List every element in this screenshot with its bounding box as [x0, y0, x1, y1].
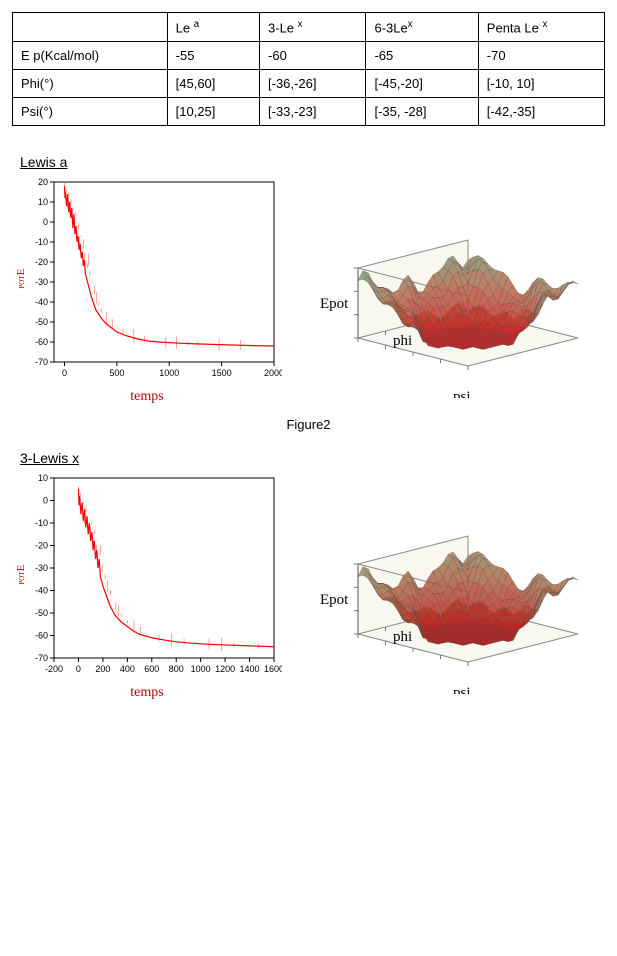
table-cell: -60 [260, 42, 366, 70]
svg-text:-60: -60 [35, 631, 48, 641]
energy-surface-chart: Epot phi psi [298, 474, 598, 694]
svg-text:psi: psi [453, 685, 471, 694]
table-cell: [10,25] [167, 98, 259, 126]
energy-surface-chart: Epot phi psi [298, 178, 598, 398]
svg-text:10: 10 [38, 473, 48, 483]
svg-text:-70: -70 [35, 653, 48, 663]
figure-row-3-lewis-x: -70 -60 -50 -40 -30 -20 -10 0 10 -200 0 200 400 600 80… [12, 470, 605, 701]
table-row: Psi(°) [10,25] [-33,-23] [-35, -28] [-42… [13, 98, 605, 126]
table-cell: -55 [167, 42, 259, 70]
svg-text:2000: 2000 [264, 368, 282, 378]
table-cell: [-35, -28] [366, 98, 478, 126]
section-title-3-lewis-x: 3-Lewis x [20, 450, 605, 466]
chart-2d-lewis-a: -70 -60 -50 -40 -30 -20 -10 0 10 20 0 500 1000 1500 20… [12, 174, 282, 405]
svg-text:-10: -10 [35, 518, 48, 528]
svg-text:E: E [15, 565, 27, 572]
svg-text:phi: phi [393, 629, 412, 645]
table-header-cell: Penta Le x [478, 13, 604, 42]
table-cell: [-45,-20] [366, 70, 478, 98]
svg-text:-200: -200 [45, 664, 63, 674]
svg-text:10: 10 [38, 197, 48, 207]
svg-text:POT: POT [18, 275, 26, 289]
svg-text:600: 600 [144, 664, 159, 674]
table-cell: [-42,-35] [478, 98, 604, 126]
table-cell: -70 [478, 42, 604, 70]
svg-text:0: 0 [43, 217, 48, 227]
svg-text:Epot: Epot [320, 592, 349, 608]
table-header-cell: 3-Le x [260, 13, 366, 42]
svg-text:-30: -30 [35, 563, 48, 573]
table-cell: [-10, 10] [478, 70, 604, 98]
results-table: Le a 3-Le x 6-3Lex Penta Le x E p(Kcal/m… [12, 12, 605, 126]
svg-text:-10: -10 [35, 237, 48, 247]
svg-text:0: 0 [43, 496, 48, 506]
svg-text:1000: 1000 [159, 368, 179, 378]
table-cell: Psi(°) [13, 98, 168, 126]
svg-text:800: 800 [169, 664, 184, 674]
svg-text:400: 400 [120, 664, 135, 674]
svg-text:-60: -60 [35, 337, 48, 347]
svg-text:psi: psi [453, 389, 471, 398]
svg-text:phi: phi [393, 333, 412, 349]
svg-text:1400: 1400 [240, 664, 260, 674]
chart-3d-3-lewis-x: Epot phi psi [298, 474, 598, 697]
svg-text:-50: -50 [35, 317, 48, 327]
svg-text:500: 500 [109, 368, 124, 378]
svg-text:E: E [15, 269, 27, 276]
table-header-cell: Le a [167, 13, 259, 42]
table-cell: [-33,-23] [260, 98, 366, 126]
table-cell: [45,60] [167, 70, 259, 98]
svg-text:20: 20 [38, 177, 48, 187]
svg-text:1600: 1600 [264, 664, 282, 674]
svg-text:0: 0 [62, 368, 67, 378]
x-axis-label: temps [12, 389, 282, 405]
table-cell: E p(Kcal/mol) [13, 42, 168, 70]
energy-vs-time-chart: -70 -60 -50 -40 -30 -20 -10 0 10 -200 0 200 400 600 80… [12, 470, 282, 680]
table-header-cell [13, 13, 168, 42]
table-row: E p(Kcal/mol) -55 -60 -65 -70 [13, 42, 605, 70]
svg-text:POT: POT [18, 571, 26, 585]
x-axis-label: temps [12, 685, 282, 701]
svg-text:-20: -20 [35, 257, 48, 267]
table-cell: -65 [366, 42, 478, 70]
svg-text:0: 0 [76, 664, 81, 674]
table-header-cell: 6-3Lex [366, 13, 478, 42]
svg-text:1200: 1200 [215, 664, 235, 674]
energy-vs-time-chart: -70 -60 -50 -40 -30 -20 -10 0 10 20 0 500 1000 1500 20… [12, 174, 282, 384]
table-cell: Phi(°) [13, 70, 168, 98]
table-header-row: Le a 3-Le x 6-3Lex Penta Le x [13, 13, 605, 42]
table-row: Phi(°) [45,60] [-36,-26] [-45,-20] [-10,… [13, 70, 605, 98]
chart-3d-lewis-a: Epot phi psi [298, 178, 598, 401]
svg-text:-70: -70 [35, 357, 48, 367]
svg-text:1500: 1500 [212, 368, 232, 378]
chart-2d-3-lewis-x: -70 -60 -50 -40 -30 -20 -10 0 10 -200 0 200 400 600 80… [12, 470, 282, 701]
svg-text:-20: -20 [35, 541, 48, 551]
table-cell: [-36,-26] [260, 70, 366, 98]
svg-text:-40: -40 [35, 586, 48, 596]
section-title-lewis-a: Lewis a [20, 154, 605, 170]
svg-text:200: 200 [95, 664, 110, 674]
svg-text:-50: -50 [35, 608, 48, 618]
svg-text:-30: -30 [35, 277, 48, 287]
svg-text:1000: 1000 [191, 664, 211, 674]
svg-text:-40: -40 [35, 297, 48, 307]
figure-caption: Figure2 [12, 417, 605, 432]
svg-text:Epot: Epot [320, 296, 349, 312]
figure-row-lewis-a: -70 -60 -50 -40 -30 -20 -10 0 10 20 0 500 1000 1500 20… [12, 174, 605, 405]
